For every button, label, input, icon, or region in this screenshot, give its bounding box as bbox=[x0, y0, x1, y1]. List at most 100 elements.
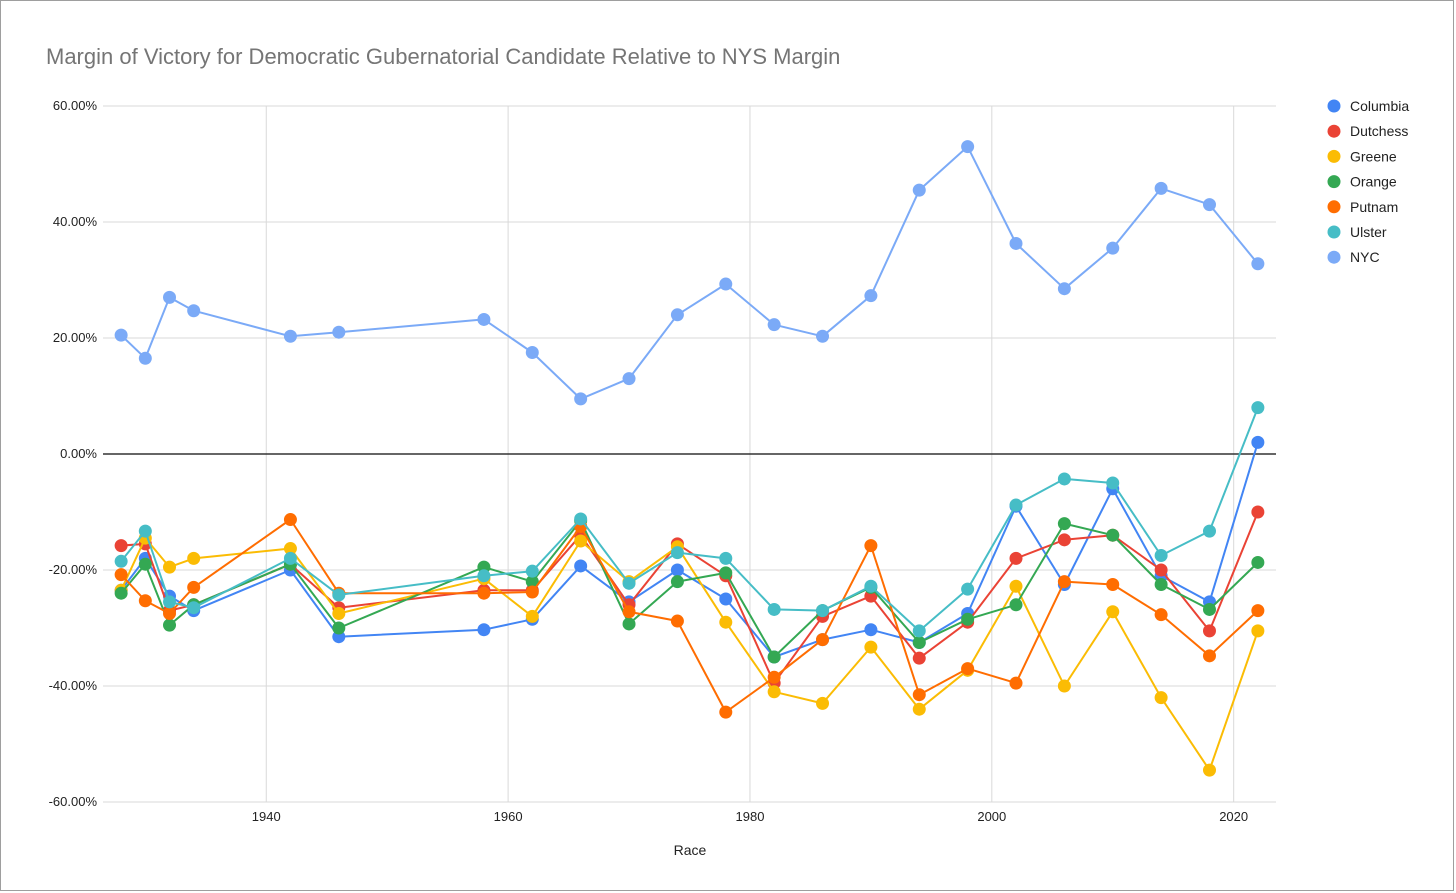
data-point bbox=[332, 325, 346, 339]
data-point bbox=[719, 592, 733, 606]
data-point bbox=[1202, 763, 1216, 777]
legend-item: NYC bbox=[1327, 249, 1380, 265]
data-point bbox=[1009, 598, 1023, 612]
data-point bbox=[138, 594, 152, 608]
data-point bbox=[1057, 575, 1071, 589]
legend-item: Dutchess bbox=[1327, 123, 1408, 139]
data-point bbox=[114, 539, 128, 553]
legend-marker bbox=[1327, 99, 1341, 113]
data-point bbox=[622, 372, 636, 386]
data-point bbox=[1057, 472, 1071, 486]
data-point bbox=[864, 289, 878, 303]
x-tick-label: 2020 bbox=[1219, 809, 1248, 824]
data-point bbox=[961, 612, 975, 626]
data-point bbox=[719, 705, 733, 719]
data-point bbox=[719, 615, 733, 629]
data-point bbox=[574, 392, 588, 406]
data-point bbox=[1009, 551, 1023, 565]
data-point bbox=[1154, 608, 1168, 622]
data-point bbox=[525, 575, 539, 589]
legend: Columbia Dutchess Greene Orange Putnam Ulster… bbox=[1327, 98, 1409, 265]
data-point bbox=[163, 290, 177, 304]
legend-label: Greene bbox=[1350, 148, 1397, 164]
data-point bbox=[912, 183, 926, 197]
data-point bbox=[864, 623, 878, 637]
data-point bbox=[912, 702, 926, 716]
data-point bbox=[670, 575, 684, 589]
data-point bbox=[670, 563, 684, 577]
data-point bbox=[816, 633, 830, 647]
data-point bbox=[1057, 679, 1071, 693]
legend-marker bbox=[1327, 149, 1341, 163]
x-tick-label: 1980 bbox=[736, 809, 765, 824]
data-point bbox=[1251, 604, 1265, 618]
data-point bbox=[1251, 257, 1265, 271]
data-point bbox=[138, 557, 152, 571]
series-line bbox=[121, 511, 1259, 685]
legend-label: Orange bbox=[1350, 174, 1397, 190]
data-point bbox=[1106, 241, 1120, 255]
legend-marker bbox=[1327, 124, 1341, 138]
data-point bbox=[163, 618, 177, 632]
y-axis-ticks: 60.00% 40.00% 20.00% 0.00% -20.00% -40.00% -60… bbox=[49, 98, 98, 809]
data-point bbox=[187, 601, 201, 615]
data-point bbox=[1057, 282, 1071, 296]
y-tick-label: 0.00% bbox=[60, 446, 97, 461]
legend-item: Orange bbox=[1327, 174, 1397, 190]
data-point bbox=[1251, 555, 1265, 569]
legend-marker bbox=[1327, 225, 1341, 239]
data-point bbox=[816, 696, 830, 710]
gridlines bbox=[103, 105, 1276, 803]
data-point bbox=[283, 551, 297, 565]
data-point bbox=[1202, 649, 1216, 663]
chart-title: Margin of Victory for Democratic Guberna… bbox=[46, 44, 841, 69]
data-point bbox=[670, 546, 684, 560]
y-tick-label: 60.00% bbox=[53, 98, 98, 113]
legend-label: Columbia bbox=[1350, 98, 1409, 114]
data-point bbox=[1106, 476, 1120, 490]
legend-item: Columbia bbox=[1327, 98, 1409, 114]
series-lines bbox=[114, 140, 1265, 777]
data-point bbox=[961, 662, 975, 676]
data-point bbox=[114, 554, 128, 568]
data-point bbox=[1009, 579, 1023, 593]
x-tick-label: 1960 bbox=[494, 809, 523, 824]
data-point bbox=[1251, 401, 1265, 415]
data-point bbox=[864, 579, 878, 593]
data-point bbox=[477, 623, 491, 637]
data-point bbox=[114, 586, 128, 600]
y-tick-label: 40.00% bbox=[53, 214, 98, 229]
data-point bbox=[622, 576, 636, 590]
data-point bbox=[114, 328, 128, 342]
data-point bbox=[163, 607, 177, 620]
data-point bbox=[1154, 691, 1168, 705]
data-point bbox=[767, 318, 781, 332]
data-point bbox=[719, 566, 733, 580]
data-point bbox=[1202, 524, 1216, 538]
data-point bbox=[912, 688, 926, 702]
data-point bbox=[622, 617, 636, 631]
data-point bbox=[719, 551, 733, 565]
data-point bbox=[767, 685, 781, 699]
data-point bbox=[574, 559, 588, 573]
x-tick-label: 1940 bbox=[252, 809, 281, 824]
data-point bbox=[670, 614, 684, 628]
legend-marker bbox=[1327, 175, 1341, 189]
data-point bbox=[912, 636, 926, 649]
data-point bbox=[1106, 578, 1120, 591]
data-point bbox=[332, 588, 346, 602]
data-point bbox=[187, 304, 201, 318]
data-point bbox=[1009, 236, 1023, 250]
data-point bbox=[477, 312, 491, 326]
y-tick-label: -20.00% bbox=[49, 562, 98, 577]
series-ulster bbox=[114, 401, 1265, 638]
data-point bbox=[1154, 181, 1168, 195]
series-nyc bbox=[114, 140, 1265, 406]
legend-marker bbox=[1327, 250, 1341, 264]
data-point bbox=[1057, 517, 1071, 531]
legend-item: Putnam bbox=[1327, 199, 1398, 215]
data-point bbox=[283, 542, 297, 556]
data-point bbox=[1057, 533, 1071, 547]
data-point bbox=[1009, 676, 1023, 690]
x-axis-title: Race bbox=[674, 842, 707, 858]
